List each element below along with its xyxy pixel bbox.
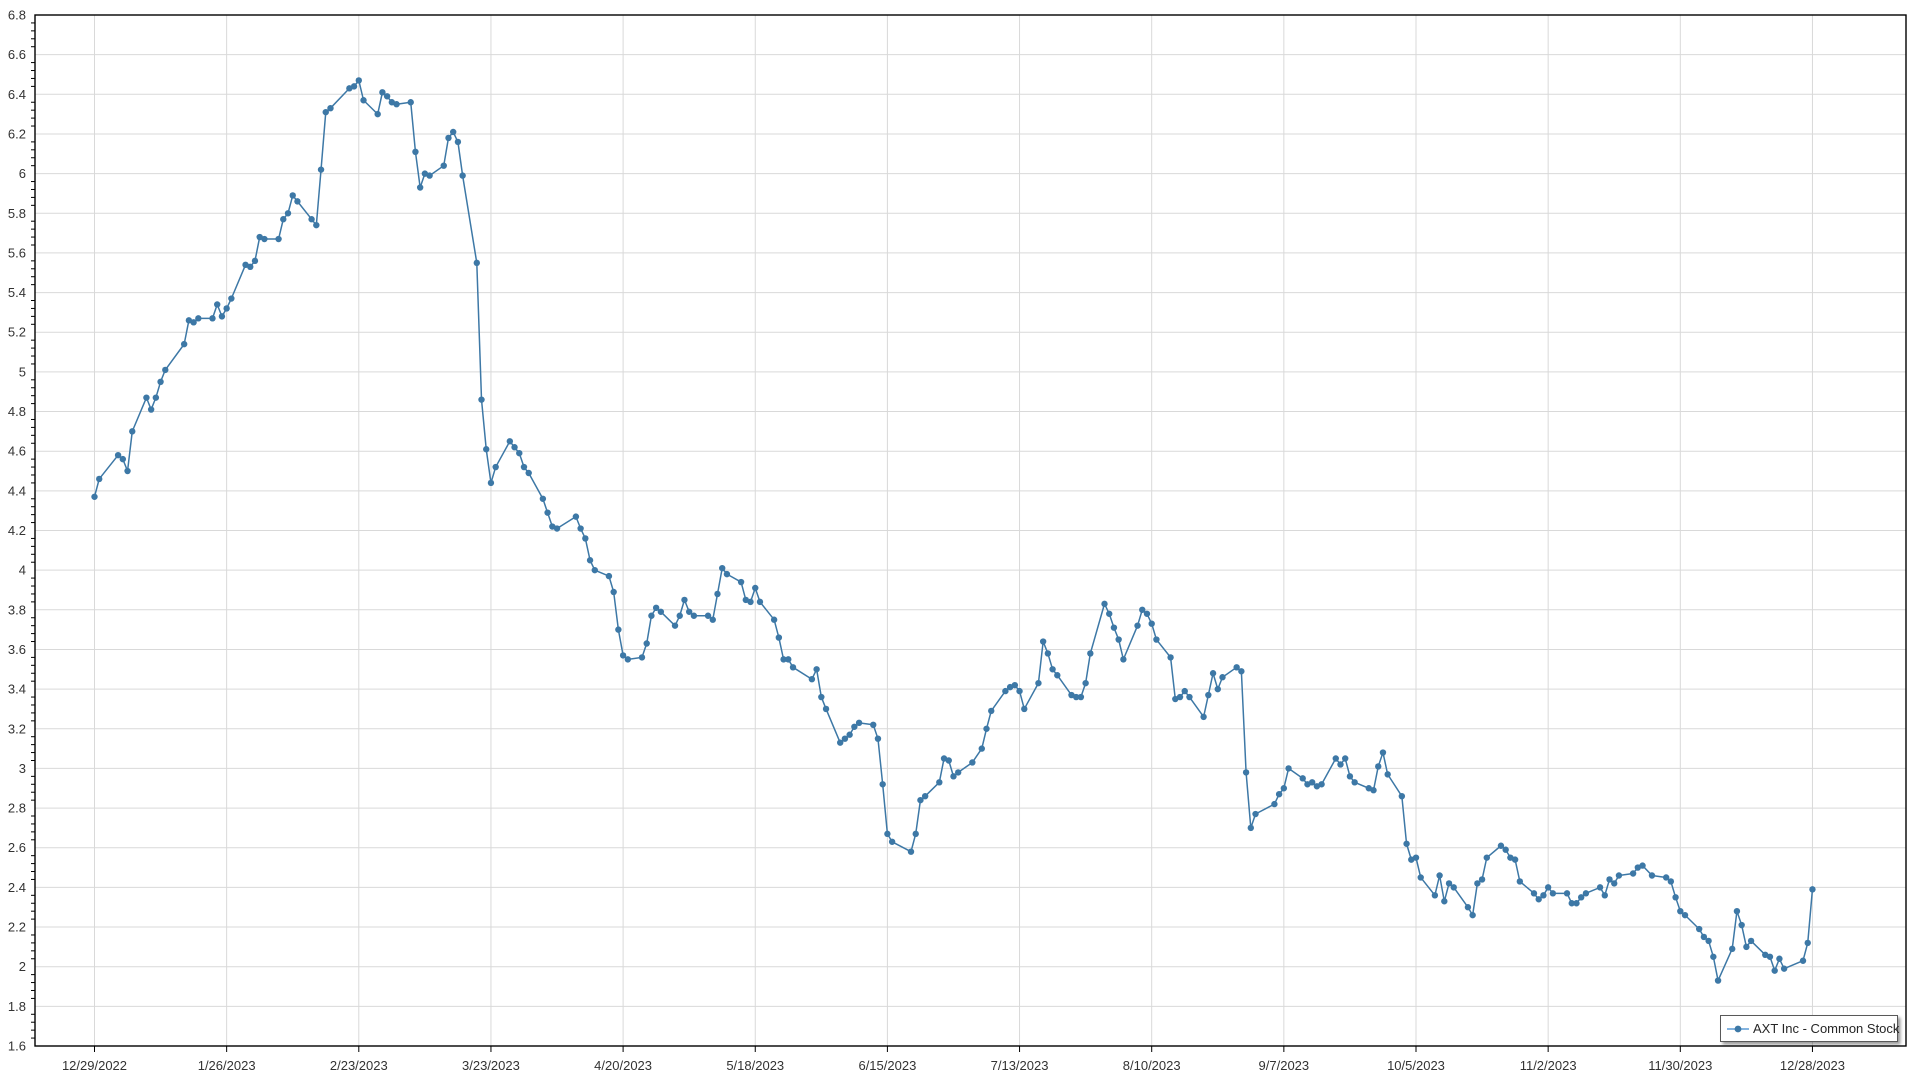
svg-text:7/13/2023: 7/13/2023 (991, 1058, 1049, 1073)
svg-text:3.6: 3.6 (8, 642, 26, 657)
svg-text:1.6: 1.6 (8, 1039, 26, 1054)
svg-text:5/18/2023: 5/18/2023 (726, 1058, 784, 1073)
svg-text:5.8: 5.8 (8, 206, 26, 221)
svg-text:12/29/2022: 12/29/2022 (62, 1058, 127, 1073)
svg-text:5.6: 5.6 (8, 245, 26, 260)
svg-text:3.2: 3.2 (8, 721, 26, 736)
svg-text:4.2: 4.2 (8, 523, 26, 538)
svg-text:5: 5 (19, 364, 26, 379)
svg-text:2.2: 2.2 (8, 920, 26, 935)
svg-text:6.4: 6.4 (8, 87, 26, 102)
svg-text:2/23/2023: 2/23/2023 (330, 1058, 388, 1073)
svg-text:2.8: 2.8 (8, 801, 26, 816)
svg-text:2.6: 2.6 (8, 840, 26, 855)
svg-text:9/7/2023: 9/7/2023 (1259, 1058, 1310, 1073)
svg-text:3: 3 (19, 761, 26, 776)
svg-text:2.4: 2.4 (8, 880, 26, 895)
svg-text:3.4: 3.4 (8, 682, 26, 697)
svg-text:3/23/2023: 3/23/2023 (462, 1058, 520, 1073)
svg-text:1.8: 1.8 (8, 999, 26, 1014)
svg-text:2: 2 (19, 959, 26, 974)
svg-text:8/10/2023: 8/10/2023 (1123, 1058, 1181, 1073)
svg-text:6/15/2023: 6/15/2023 (858, 1058, 916, 1073)
svg-text:12/28/2023: 12/28/2023 (1780, 1058, 1845, 1073)
svg-text:5.2: 5.2 (8, 325, 26, 340)
svg-text:4: 4 (19, 563, 26, 578)
svg-text:6.8: 6.8 (8, 8, 26, 23)
svg-text:10/5/2023: 10/5/2023 (1387, 1058, 1445, 1073)
svg-text:3.8: 3.8 (8, 602, 26, 617)
svg-text:6: 6 (19, 166, 26, 181)
svg-text:11/30/2023: 11/30/2023 (1648, 1058, 1712, 1073)
svg-text:4.6: 4.6 (8, 444, 26, 459)
svg-text:4/20/2023: 4/20/2023 (594, 1058, 652, 1073)
svg-text:5.4: 5.4 (8, 285, 26, 300)
svg-text:4.8: 4.8 (8, 404, 26, 419)
svg-text:11/2/2023: 11/2/2023 (1520, 1058, 1577, 1073)
svg-text:1/26/2023: 1/26/2023 (198, 1058, 256, 1073)
svg-text:4.4: 4.4 (8, 483, 26, 498)
svg-text:6.2: 6.2 (8, 126, 26, 141)
svg-text:6.6: 6.6 (8, 47, 26, 62)
